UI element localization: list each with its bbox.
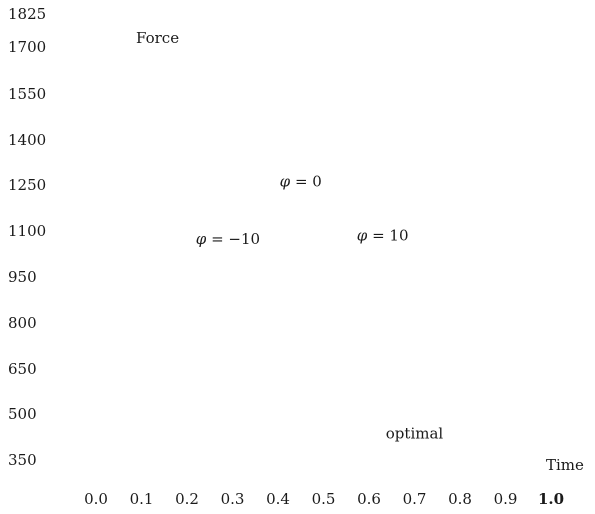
y-axis-label: Force — [136, 29, 179, 47]
annotation-label: optimal — [386, 424, 444, 442]
y-tick-label: 800 — [8, 314, 37, 332]
x-tick-label: 0.6 — [357, 490, 381, 508]
y-tick-label: 500 — [8, 405, 37, 423]
annotation-label: φ = 0 — [280, 172, 322, 190]
x-tick-label: 1.0 — [538, 490, 564, 508]
y-tick-label: 1100 — [8, 222, 46, 240]
y-tick-label: 1400 — [8, 131, 46, 149]
x-tick-label: 0.5 — [312, 490, 336, 508]
x-tick-label: 0.9 — [494, 490, 518, 508]
x-tick-label: 0.4 — [266, 490, 290, 508]
annotation-label: φ = 10 — [357, 227, 409, 245]
x-tick-label: 0.8 — [448, 490, 472, 508]
x-tick-label: 0.1 — [130, 490, 154, 508]
x-axis-ticks: 0.0 0.1 0.2 0.3 0.4 0.5 0.6 0.7 0.8 0.9 1.0 — [84, 490, 564, 508]
x-axis-label: Time — [546, 456, 584, 474]
y-tick-label: 650 — [8, 360, 37, 378]
x-tick-label: 0.0 — [84, 490, 108, 508]
y-tick-label: 950 — [8, 268, 37, 286]
y-axis-ticks: 1825 1700 1550 1400 1250 1100 950 800 650 500 350 — [8, 5, 46, 469]
x-tick-label: 0.7 — [403, 490, 427, 508]
y-tick-label: 1250 — [8, 176, 46, 194]
annotations: φ = 0 φ = −10 φ = 10 optimal — [196, 172, 444, 442]
y-tick-label: 1825 — [8, 5, 46, 23]
y-tick-label: 1700 — [8, 38, 46, 56]
annotation-label: φ = −10 — [196, 230, 260, 248]
x-tick-label: 0.3 — [221, 490, 245, 508]
y-tick-label: 350 — [8, 451, 37, 469]
x-tick-label: 0.2 — [175, 490, 199, 508]
y-tick-label: 1550 — [8, 85, 46, 103]
